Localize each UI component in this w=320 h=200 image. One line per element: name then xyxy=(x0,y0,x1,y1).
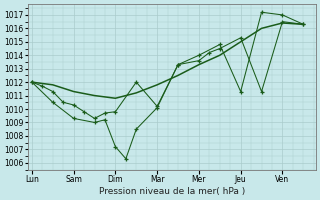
X-axis label: Pression niveau de la mer( hPa ): Pression niveau de la mer( hPa ) xyxy=(99,187,245,196)
